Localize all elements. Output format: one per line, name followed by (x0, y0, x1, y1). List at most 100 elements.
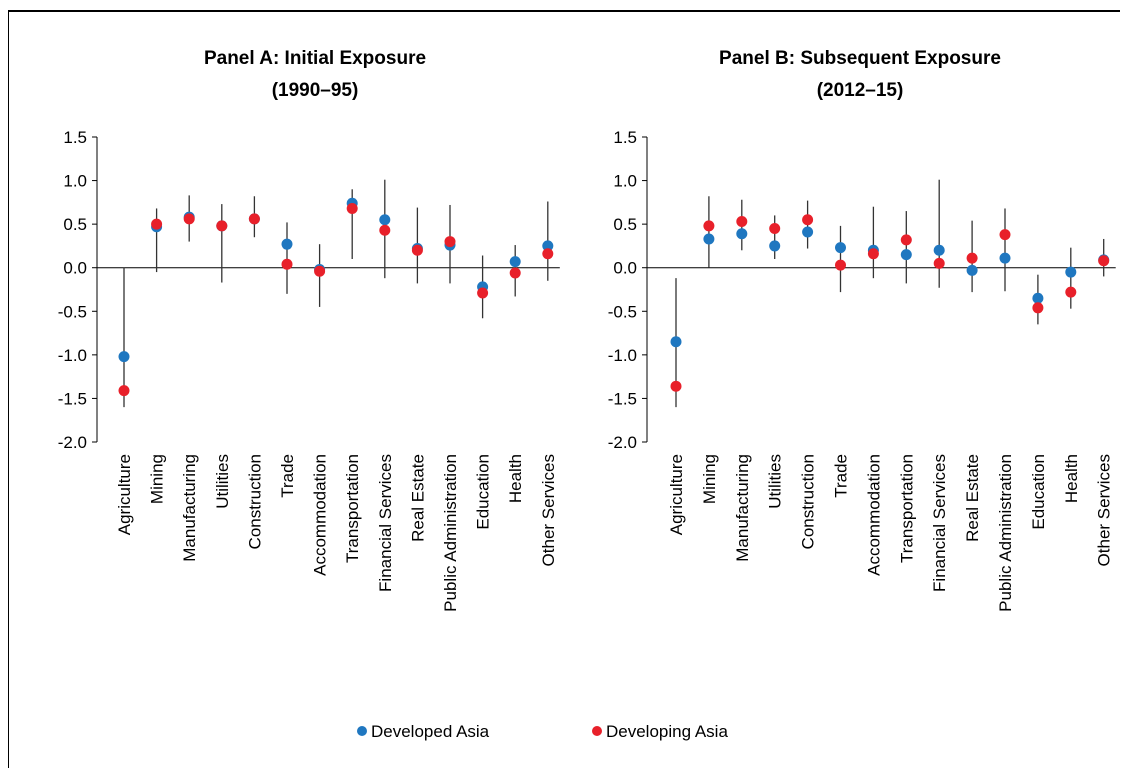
panel-a-category-label: Accommodation (311, 454, 330, 576)
panel-a-developed-point (118, 351, 130, 363)
panel-a-developing-point (248, 213, 260, 225)
panel-b-developed-point (736, 228, 748, 240)
panel-a-category-label: Construction (245, 454, 264, 549)
panel-b-category-label: Health (1062, 454, 1081, 503)
panel-b-developed-point (802, 226, 814, 238)
panel-a-developing-point (216, 220, 228, 232)
panel-a-developing-point (477, 287, 489, 299)
panel-a-category-label: Mining (148, 454, 167, 504)
panel-b-developed-point (1032, 292, 1044, 304)
panel-a-category-label: Other Services (539, 454, 558, 566)
panel-a-developed-point (281, 238, 293, 250)
panel-a-category-label: Transportation (343, 454, 362, 563)
panel-b-developed-point (835, 242, 846, 254)
panel-b-developing-point (835, 259, 846, 271)
panel-b-developed-point (703, 233, 715, 245)
panel-b-category-label: Utilities (766, 454, 785, 509)
panel-b: Panel B: Subsequent Exposure (2012–15) 1… (608, 48, 1116, 612)
panel-a-category-label: Utilities (213, 454, 232, 509)
panel-a-developing-point (183, 213, 195, 225)
panel-a-category-label: Education (474, 454, 493, 530)
panel-b-developed-point (900, 249, 912, 261)
panel-b-title-line2: (2012–15) (817, 80, 904, 101)
panel-a-category-label: Trade (278, 454, 297, 498)
panel-a-y-tick-label: 0.0 (63, 259, 87, 278)
panel-a-category-label: Financial Services (376, 454, 395, 592)
panel-b-y-tick-label: -1.5 (608, 389, 637, 408)
panel-a-category-label: Agriculture (115, 454, 134, 535)
panel-b-developing-point (703, 220, 715, 232)
panel-b-category-label: Education (1029, 454, 1048, 530)
legend-label-developed: Developed Asia (371, 722, 490, 741)
panel-b-developed-point (999, 252, 1011, 264)
panel-b-category-label: Mining (700, 454, 719, 504)
panel-b-developed-point (1065, 266, 1077, 278)
panel-a-developed-point (542, 240, 554, 252)
panel-b-y-tick-label: 0.0 (613, 259, 637, 278)
panel-b-developing-point (1032, 302, 1044, 314)
legend-label-developing: Developing Asia (606, 722, 728, 741)
panel-b-category-label: Trade (832, 454, 851, 498)
panel-b-y-tick-label: -2.0 (608, 433, 637, 452)
panel-b-developing-point (999, 229, 1011, 241)
panel-a-category-label: Public Administration (441, 454, 460, 612)
panel-a: Panel A: Initial Exposure (1990–95) 1.5 1… (58, 48, 560, 612)
panel-a-developing-point (444, 236, 456, 248)
panel-a-category-label: Health (506, 454, 525, 503)
panel-a-developed-point (379, 214, 391, 226)
panel-b-developing-point (867, 248, 879, 260)
panel-b-category-label: Other Services (1095, 454, 1114, 566)
panel-b-y-tick-label: -1.0 (608, 346, 637, 365)
panel-a-y-tick-label: -2.0 (58, 433, 87, 452)
panel-b-y-tick-label: -0.5 (608, 302, 637, 321)
panel-a-developing-point (151, 218, 163, 230)
panel-a-title-line2: (1990–95) (272, 80, 359, 101)
panel-b-developed-point (933, 244, 945, 256)
figure-frame (8, 10, 1120, 768)
panel-b-developed-point (966, 264, 978, 276)
panel-b-y-tick-label: 0.5 (613, 215, 637, 234)
panel-b-title-line1: Panel B: Subsequent Exposure (719, 48, 1001, 69)
legend-marker-developing (592, 726, 602, 736)
panel-a-category-label: Real Estate (408, 454, 427, 542)
panel-b-category-label: Agriculture (667, 454, 686, 535)
panel-b-category-label: Manufacturing (733, 454, 752, 562)
panel-a-developed-point (509, 256, 521, 268)
panel-a-developing-point (118, 385, 130, 397)
panel-b-category-label: Transportation (897, 454, 916, 563)
panel-a-y-tick-label: -1.0 (58, 346, 87, 365)
panel-b-developing-point (769, 223, 781, 234)
panel-b-developing-point (670, 380, 682, 392)
panel-b-category-label: Accommodation (864, 454, 883, 576)
panel-a-y-tick-label: -0.5 (58, 302, 87, 321)
legend: Developed Asia Developing Asia (357, 722, 728, 741)
panel-b-developing-point (1098, 255, 1110, 267)
panel-b-y-tick-label: 1.0 (613, 172, 637, 191)
panel-b-category-label: Financial Services (930, 454, 949, 592)
panel-b-y-tick-label: 1.5 (613, 128, 637, 147)
panel-b-developing-point (966, 252, 978, 264)
panel-a-developing-point (281, 258, 293, 270)
panel-a-category-label: Manufacturing (180, 454, 199, 562)
panel-a-y-tick-label: -1.5 (58, 389, 87, 408)
panel-b-developing-point (802, 214, 814, 226)
panel-b-developing-point (900, 234, 912, 246)
panel-a-title-line1: Panel A: Initial Exposure (204, 48, 426, 69)
legend-marker-developed (357, 726, 367, 736)
panel-a-developing-point (346, 202, 358, 214)
panel-a-y-tick-label: 0.5 (63, 215, 87, 234)
panel-a-developing-point (314, 265, 326, 277)
panel-b-category-label: Construction (799, 454, 818, 549)
panel-a-developing-point (411, 244, 423, 256)
panel-b-category-label: Real Estate (963, 454, 982, 542)
panel-b-developed-point (769, 240, 781, 252)
panel-a-y-tick-label: 1.5 (63, 128, 87, 147)
panel-a-developing-point (542, 248, 554, 260)
panel-a-developing-point (509, 267, 521, 279)
panel-b-developing-point (736, 216, 748, 228)
panel-b-developing-point (933, 257, 945, 269)
panel-b-developed-point (670, 336, 682, 348)
panel-a-developing-point (379, 224, 391, 236)
panel-b-developing-point (1065, 286, 1077, 298)
